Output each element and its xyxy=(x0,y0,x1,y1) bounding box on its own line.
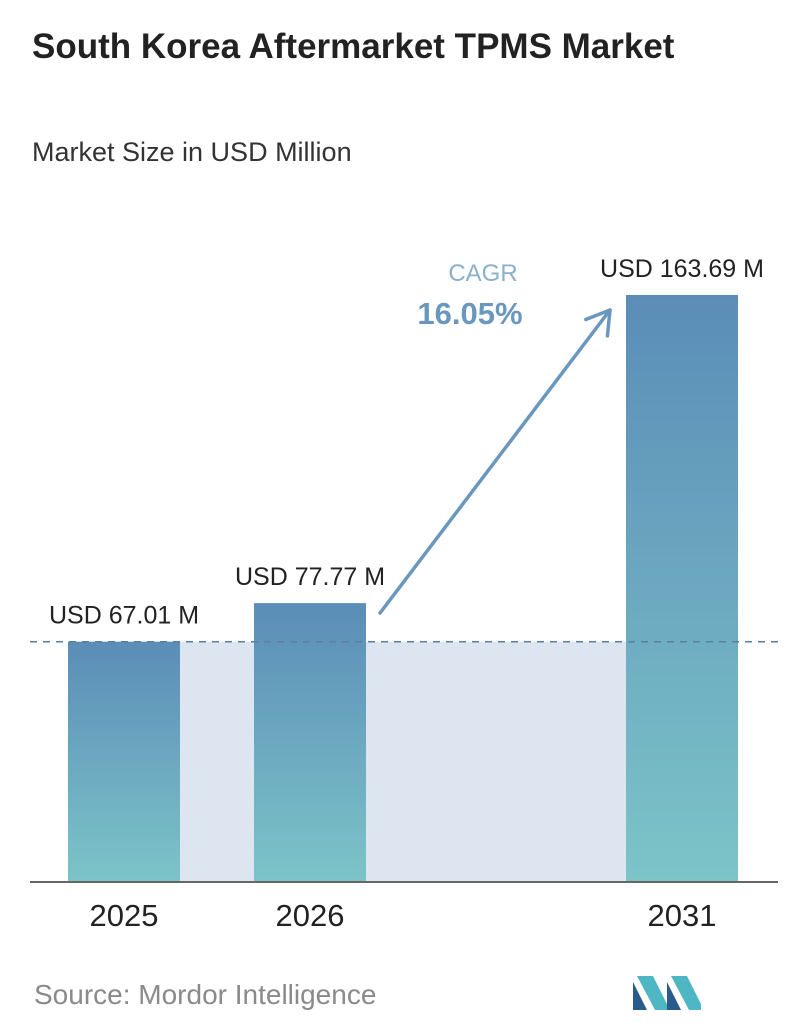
cagr-arrow-head xyxy=(584,308,612,338)
x-tick-label-2026: 2026 xyxy=(276,898,345,933)
cagr-value: 16.05% xyxy=(417,296,522,331)
cagr-label: CAGR xyxy=(448,260,517,287)
data-label-2025: USD 67.01 M xyxy=(49,602,199,630)
chart-title: South Korea Aftermarket TPMS Market xyxy=(32,27,675,66)
data-label-2031: USD 163.69 M xyxy=(600,255,764,283)
x-tick-label-2025: 2025 xyxy=(90,898,159,933)
bar-2025 xyxy=(68,641,180,882)
chart-subtitle: Market Size in USD Million xyxy=(32,137,352,167)
data-label-2026: USD 77.77 M xyxy=(235,563,385,591)
source-text: Source: Mordor Intelligence xyxy=(34,979,377,1010)
cagr-arrow xyxy=(378,308,612,615)
bar-2026 xyxy=(254,603,366,882)
reference-band xyxy=(180,641,626,882)
mordor-intelligence-logo-icon xyxy=(633,976,701,1010)
bar-chart: USD 67.01 M USD 77.77 M USD 163.69 M 2025 20… xyxy=(30,255,780,933)
x-tick-label-2031: 2031 xyxy=(648,898,717,933)
bar-2031 xyxy=(626,295,738,882)
